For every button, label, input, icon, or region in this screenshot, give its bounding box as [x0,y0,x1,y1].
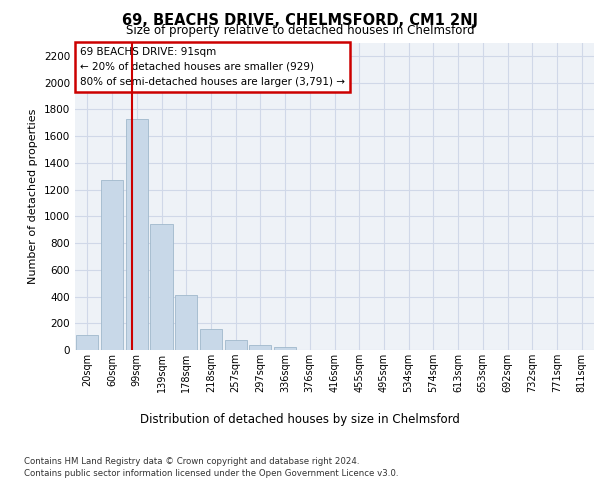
Bar [125,118,148,350]
Text: 69 BEACHS DRIVE: 91sqm
← 20% of detached houses are smaller (929)
80% of semi-de: 69 BEACHS DRIVE: 91sqm ← 20% of detached… [80,47,345,86]
Bar [200,330,222,350]
Text: Size of property relative to detached houses in Chelmsford: Size of property relative to detached ho… [125,24,475,37]
Bar [249,345,271,350]
Bar [76,336,98,350]
Bar [274,346,296,350]
Bar [151,224,173,350]
Text: 69, BEACHS DRIVE, CHELMSFORD, CM1 2NJ: 69, BEACHS DRIVE, CHELMSFORD, CM1 2NJ [122,12,478,28]
Text: Contains HM Land Registry data © Crown copyright and database right 2024.: Contains HM Land Registry data © Crown c… [24,458,359,466]
Text: Contains public sector information licensed under the Open Government Licence v3: Contains public sector information licen… [24,469,398,478]
Text: Distribution of detached houses by size in Chelmsford: Distribution of detached houses by size … [140,412,460,426]
Bar [175,294,197,350]
Y-axis label: Number of detached properties: Number of detached properties [28,108,38,284]
Bar [224,340,247,350]
Bar [101,180,123,350]
